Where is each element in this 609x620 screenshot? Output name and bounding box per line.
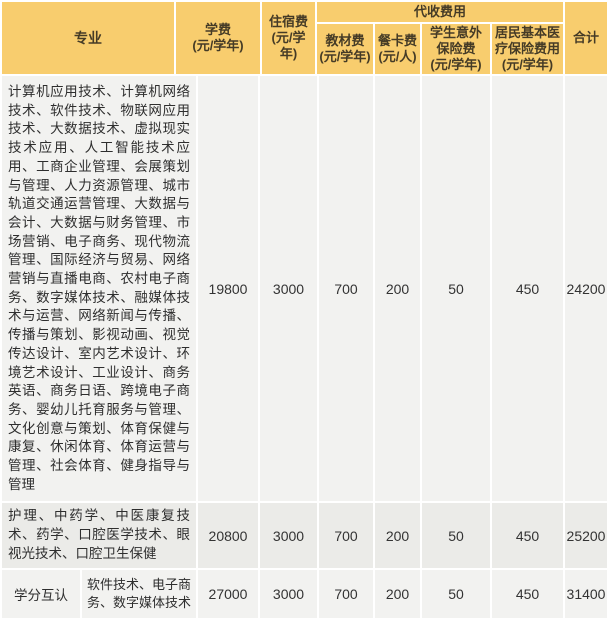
- table-row-medical-majors: 护理、中药学、中医康复技术、药学、口腔医学技术、眼视光技术、口腔卫生保健 208…: [2, 503, 607, 568]
- col-header-textbook-label: 教材费: [325, 33, 365, 48]
- cell-total: 31400: [565, 569, 607, 618]
- col-header-accident-insurance: 学生意外保险费 (元/学年): [422, 24, 490, 74]
- table-row-general-majors: 计算机应用技术、计算机网络技术、软件技术、物联网应用技术、大数据技术、虚拟现实技…: [2, 76, 607, 502]
- col-group-collected-fees-label: 代收费用: [317, 2, 563, 22]
- cell-medical-insurance: 450: [492, 503, 563, 568]
- cell-accident-insurance: 50: [422, 503, 490, 568]
- col-header-textbook-unit: (元/学年): [319, 49, 371, 64]
- cell-tuition: 19800: [198, 76, 258, 502]
- cell-medical-insurance: 450: [492, 569, 563, 618]
- col-header-medical-insurance: 居民基本医疗保险费用 (元/学年): [492, 24, 563, 74]
- col-header-accommodation: 住宿费 (元/学年): [262, 2, 315, 74]
- cell-accident-insurance: 50: [422, 569, 490, 618]
- cell-textbook-fee: 700: [319, 569, 373, 618]
- cell-textbook-fee: 700: [319, 503, 373, 568]
- col-header-tuition-label: 学费: [204, 22, 231, 37]
- col-header-major-label: 专业: [74, 30, 102, 46]
- col-header-textbook-fee: 教材费 (元/学年): [317, 24, 373, 74]
- cell-majors: 计算机应用技术、计算机网络技术、软件技术、物联网应用技术、大数据技术、虚拟现实技…: [2, 76, 196, 502]
- cell-category: 学分互认: [2, 569, 80, 618]
- cell-majors: 软件技术、电子商务、数字媒体技术: [82, 569, 196, 618]
- cell-total: 25200: [565, 503, 607, 568]
- cell-meal-card-fee: 200: [375, 76, 420, 502]
- cell-accident-insurance: 50: [422, 76, 490, 502]
- cell-tuition: 27000: [198, 569, 258, 618]
- col-header-tuition: 学费 (元/学年): [176, 2, 260, 74]
- cell-accommodation: 3000: [260, 76, 317, 502]
- cell-accommodation: 3000: [260, 503, 317, 568]
- cell-total: 24200: [565, 76, 607, 502]
- cell-medical-insurance: 450: [492, 76, 563, 502]
- col-header-meal-card-fee: 餐卡费 (元/人): [375, 24, 420, 74]
- cell-meal-card-fee: 200: [375, 503, 420, 568]
- cell-accommodation: 3000: [260, 569, 317, 618]
- col-header-meal-unit: (元/人): [378, 49, 417, 64]
- col-header-accommodation-unit: (元/学年): [271, 30, 306, 61]
- cell-meal-card-fee: 200: [375, 569, 420, 618]
- table-row-credit-mutual-recognition: 学分互认 软件技术、电子商务、数字媒体技术 27000 3000 700 200…: [2, 569, 607, 618]
- col-group-collected-fees: 代收费用 教材费 (元/学年) 餐卡费 (元/人) 学生意外保险费 (元/学年)…: [317, 2, 563, 74]
- table-header: 专业 学费 (元/学年) 住宿费 (元/学年) 代收费用 教材费 (元/学年) …: [2, 2, 607, 74]
- col-header-meal-label: 餐卡费: [377, 33, 417, 48]
- col-header-major: 专业: [2, 2, 174, 74]
- col-group-collected-fees-subheader: 教材费 (元/学年) 餐卡费 (元/人) 学生意外保险费 (元/学年) 居民基本…: [317, 24, 563, 74]
- col-header-tuition-unit: (元/学年): [192, 38, 244, 53]
- col-header-accident-unit: (元/学年): [430, 57, 482, 72]
- cell-tuition: 20800: [198, 503, 258, 568]
- cell-majors: 护理、中药学、中医康复技术、药学、口腔医学技术、眼视光技术、口腔卫生保健: [2, 503, 196, 568]
- col-header-medical-label: 居民基本医疗保险费用: [494, 25, 560, 56]
- col-header-accident-label: 学生意外保险费: [429, 25, 482, 56]
- col-header-medical-unit: (元/学年): [501, 57, 554, 72]
- col-header-total: 合计: [565, 2, 607, 74]
- col-header-accommodation-label: 住宿费: [268, 14, 308, 29]
- cell-textbook-fee: 700: [319, 76, 373, 502]
- col-header-total-label: 合计: [572, 30, 599, 45]
